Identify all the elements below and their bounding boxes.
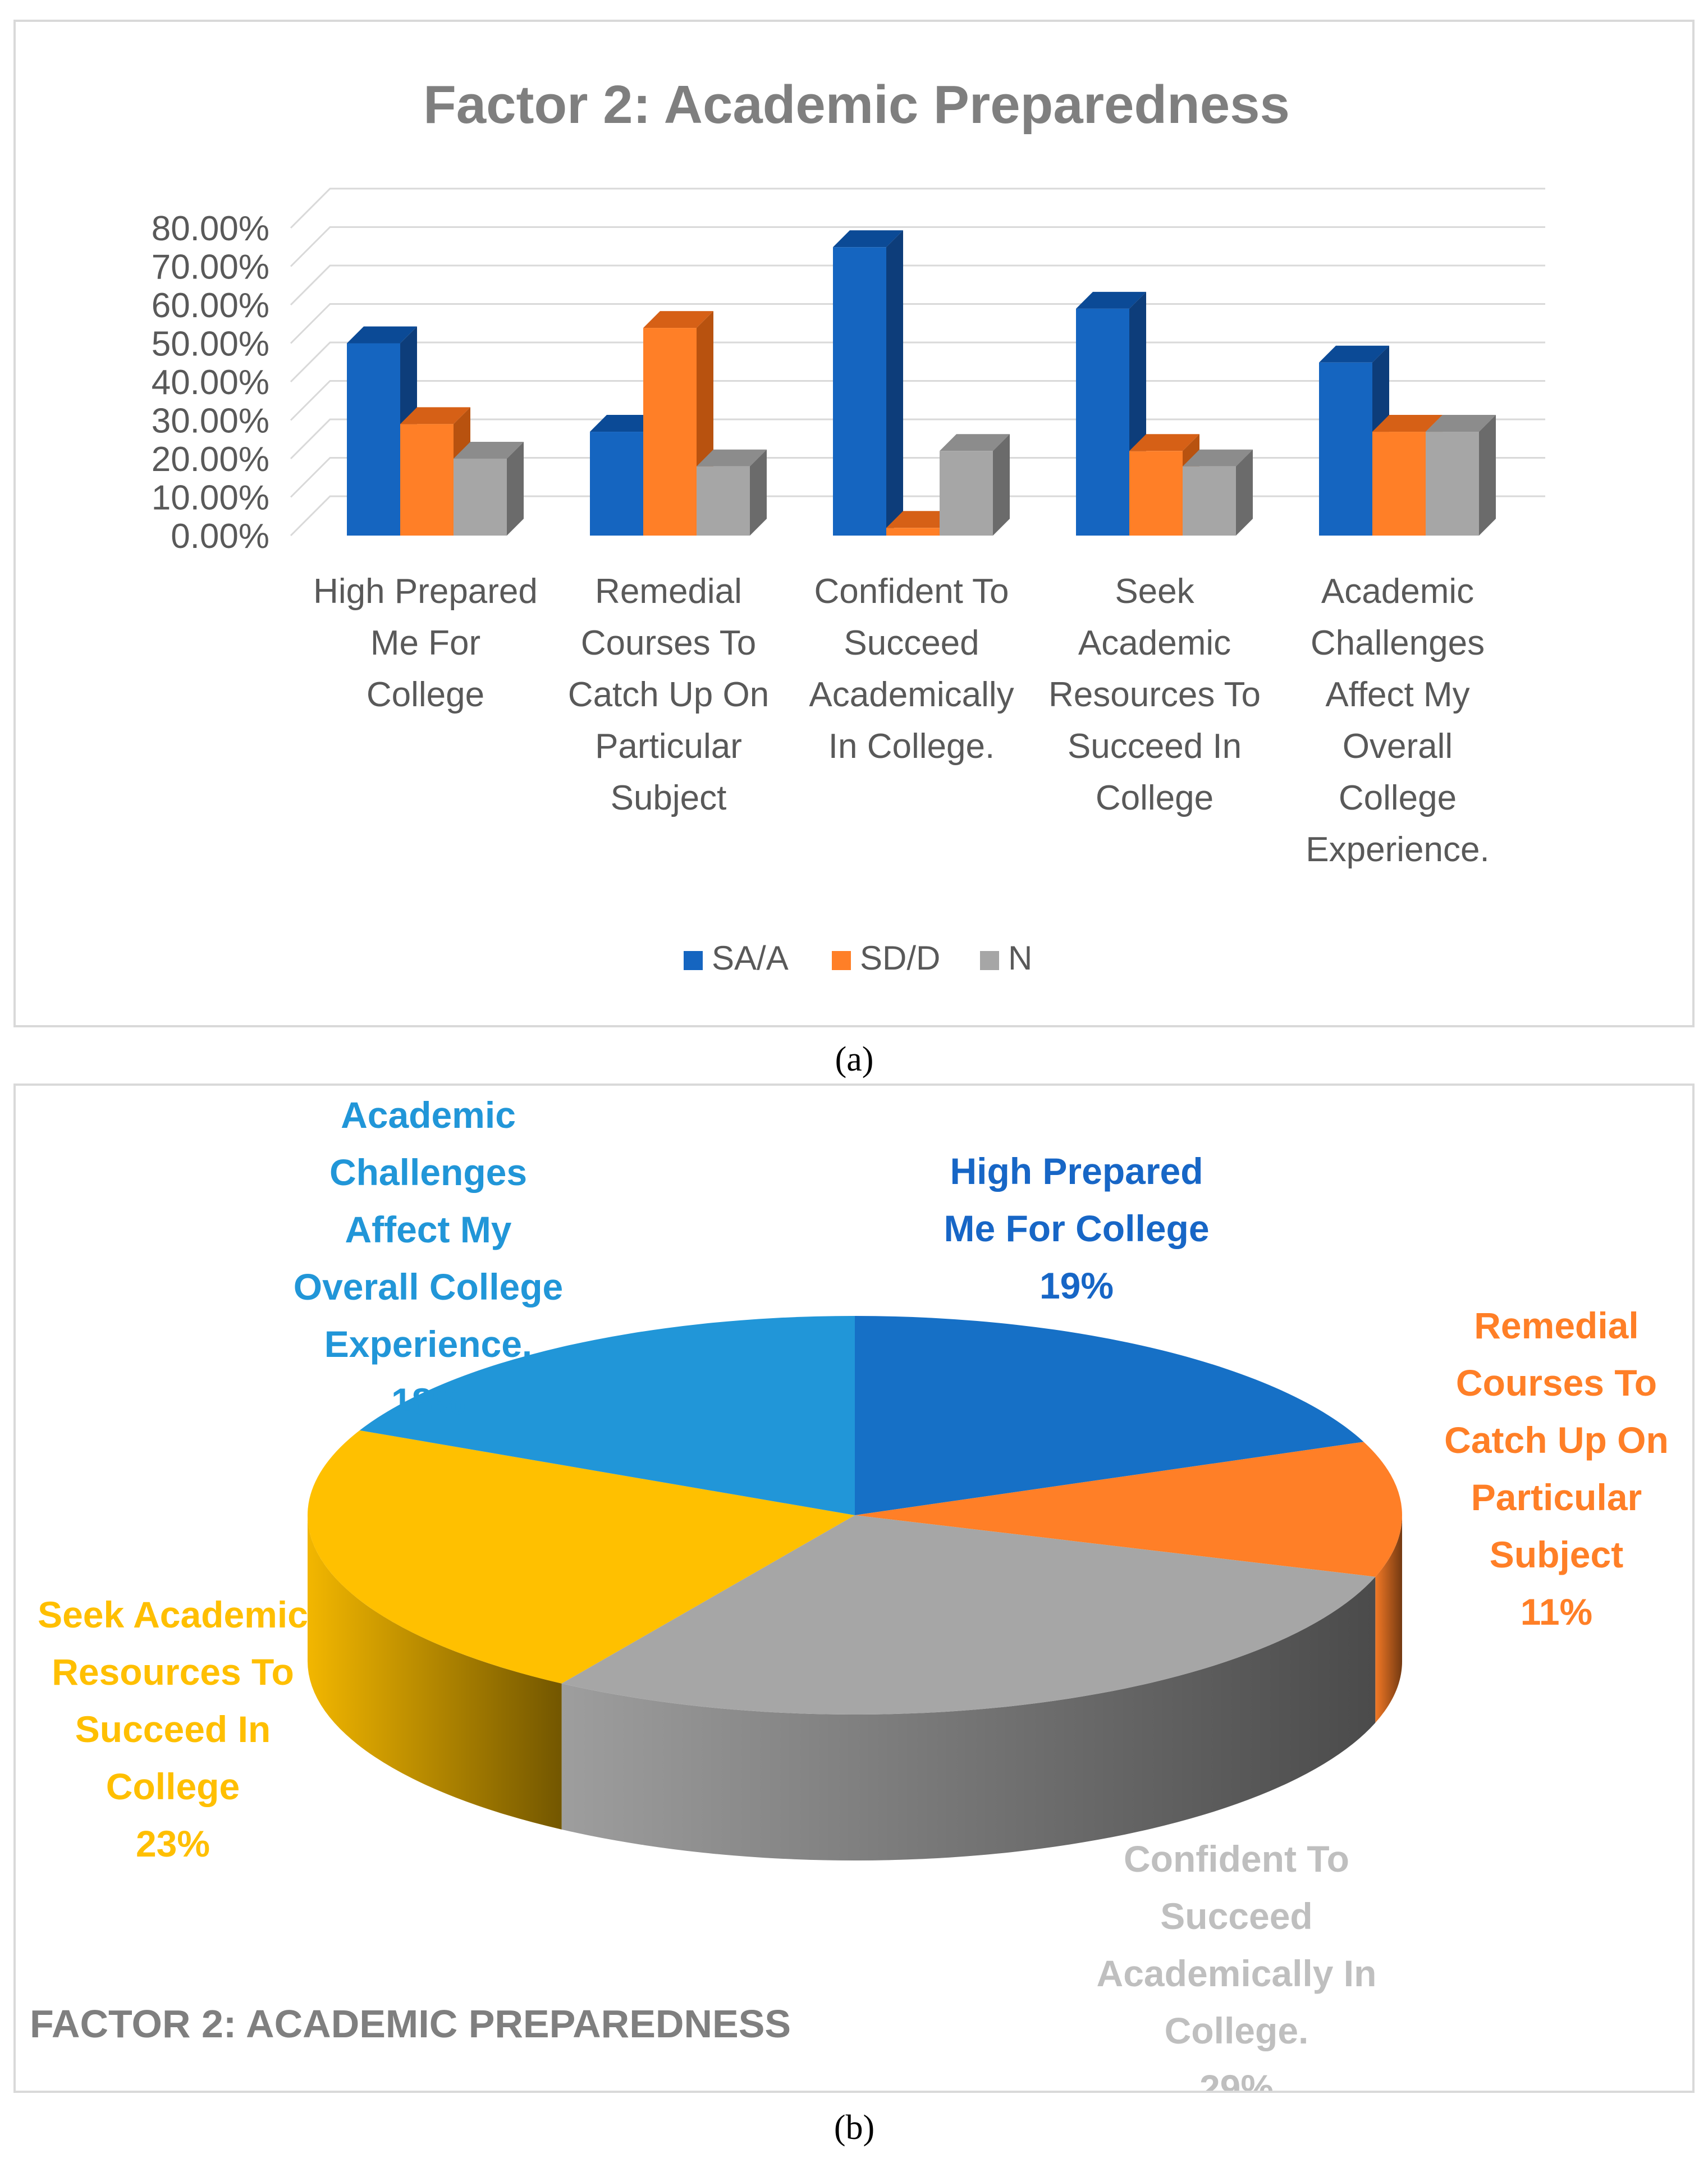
pie-slice [359,1316,855,1515]
bar-n [1183,449,1253,536]
bar-n [940,434,1010,536]
x-tick-label: Remedial Courses To Catch Up On Particular S… [568,572,769,817]
gridline [290,303,1545,344]
y-tick-label: 20.00% [152,440,269,479]
bar-saa [833,230,903,536]
y-tick-label: 80.00% [152,209,269,248]
pie-data-label: Academic Challenges Affect My Overall Colle… [294,1094,564,1422]
bar-n [454,442,524,536]
bar-chart: Factor 2: Academic Preparedness 80.00%70.… [152,75,1545,977]
pie-slice [561,1515,1376,1715]
pie-data-label: High Prepared Me For College 19% [944,1150,1209,1306]
y-tick-label: 70.00% [152,248,269,287]
pie-chart-panel: High Prepared Me For College 19% Remedial Co… [13,1084,1695,2109]
y-tick-label: 10.00% [152,479,269,518]
pie-slice [308,1430,855,1684]
pie-slice-side [561,1576,1376,1860]
bar-saa [347,326,417,536]
pie-slice [855,1442,1402,1577]
pie-slice-side [308,1515,562,1830]
pie-chart: High Prepared Me For College 19% Remedial Co… [30,1094,1669,2109]
y-tick-label: 40.00% [152,363,269,402]
gridline [290,264,1545,306]
legend-item-sdd: SD/D [832,939,940,977]
y-tick-label: 0.00% [171,517,269,556]
x-tick-label: Academic Challenges Affect My Overall Colleg… [1306,572,1489,869]
pie-data-label: Remedial Courses To Catch Up On Particular S… [1444,1305,1669,1633]
pie-title: FACTOR 2: ACADEMIC PREPAREDNESS [30,2002,791,2046]
gridline [290,188,1545,229]
x-tick-label: Seek Academic Resources To Succeed In Colleg… [1048,572,1261,817]
bar-chart-panel: Factor 2: Academic Preparedness 80.00% 70.… [13,20,1695,1027]
svg-text:SD/D: SD/D [860,939,940,977]
svg-text:N: N [1008,939,1032,977]
y-tick-label: 50.00% [152,325,269,364]
chart-title: Factor 2: Academic Preparedness [423,75,1290,135]
pie-slice [855,1316,1364,1515]
caption-a: (a) [835,1040,874,1078]
bar-n [1426,415,1496,536]
bar-n [697,449,767,536]
caption-b: (b) [834,2109,875,2147]
pie-data-label: Seek Academic Resources To Succeed In Colle… [38,1594,308,1864]
x-tick-label: High Prepared Me For College [313,572,538,714]
svg-text:SA/A: SA/A [712,939,789,977]
legend-item-saa: SA/A [684,939,789,977]
legend-item-n: N [980,939,1032,977]
gridline [290,226,1545,267]
x-tick-label: Confident To Succeed Academically In Colleg… [809,572,1014,766]
pie-slice-side [1375,1515,1402,1723]
pie-data-label: Confident To Succeed Academically In Colleg… [1097,1838,1377,2091]
y-tick-label: 30.00% [152,402,269,441]
y-tick-label: 60.00% [152,286,269,325]
